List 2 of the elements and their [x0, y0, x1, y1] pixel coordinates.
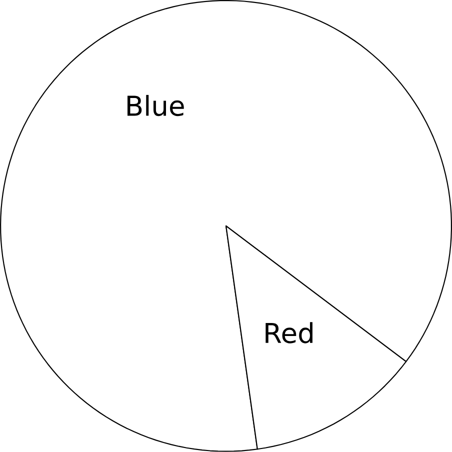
- slice-label: Blue: [128, 95, 184, 116]
- slice-label: Red: [266, 322, 312, 344]
